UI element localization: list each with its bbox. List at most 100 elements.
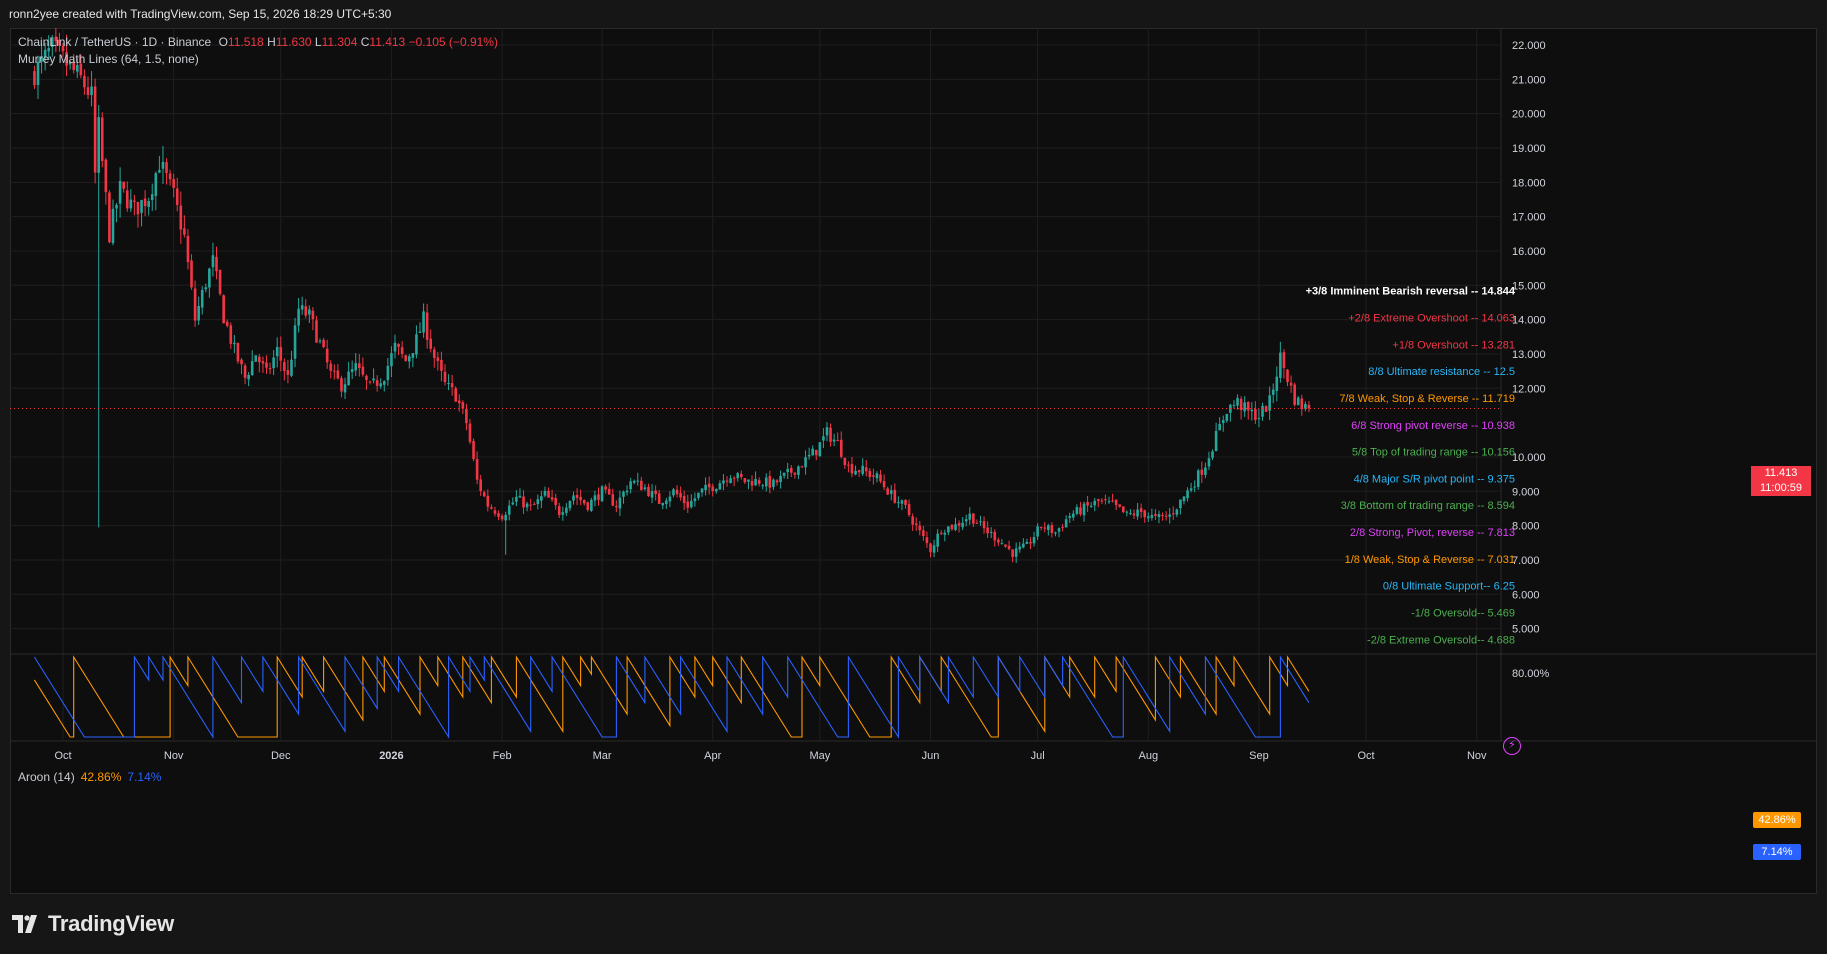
candle: [1257, 409, 1261, 428]
candle: [472, 438, 475, 462]
candle: [418, 322, 422, 334]
candle: [686, 494, 690, 513]
candle-body: [782, 472, 786, 476]
candle-body: [550, 497, 554, 500]
candle-body: [108, 192, 111, 243]
candle: [254, 355, 258, 362]
candle: [986, 521, 989, 539]
candle: [1086, 495, 1089, 513]
candle: [354, 353, 358, 376]
candle-body: [861, 465, 864, 474]
candle: [500, 513, 504, 522]
candle-body: [72, 61, 76, 71]
candle-body: [672, 489, 675, 496]
candle-body: [90, 86, 93, 96]
candle: [158, 155, 161, 174]
candle-body: [586, 502, 590, 510]
candle-body: [297, 308, 300, 326]
candle-body: [33, 71, 36, 86]
candle-body: [793, 472, 797, 475]
candle-body: [922, 530, 925, 537]
candle-body: [772, 479, 775, 488]
price-axis-tick: 15.000: [1512, 280, 1546, 292]
candle: [854, 465, 857, 476]
candle-body: [511, 502, 515, 505]
candle: [1143, 509, 1147, 523]
candle-body: [747, 479, 750, 482]
candle-body: [822, 436, 825, 441]
candle-body: [893, 489, 897, 503]
last-price-badge: 11.413 11:00:59: [1751, 466, 1811, 496]
candle: [404, 354, 408, 362]
candle: [36, 55, 40, 99]
candle-body: [236, 343, 240, 362]
candle-body: [668, 496, 672, 502]
candle: [1014, 542, 1018, 563]
candle-body: [543, 491, 547, 496]
candle-body: [1211, 451, 1214, 458]
candle-body: [179, 205, 183, 230]
candle: [818, 442, 822, 457]
candle: [318, 338, 322, 344]
candle-body: [1236, 397, 1239, 406]
candle: [1196, 468, 1200, 490]
candle: [1304, 401, 1307, 412]
symbol-title[interactable]: ChainLink / TetherUS · 1D · Binance: [18, 35, 212, 49]
candle: [407, 354, 411, 369]
aroon-legend[interactable]: Aroon (14) 42.86% 7.14%: [18, 770, 161, 784]
candle-body: [1018, 546, 1022, 550]
low-value: 11.304: [321, 35, 358, 49]
candle-body: [443, 371, 447, 383]
candle: [229, 322, 233, 350]
candle-body: [868, 470, 872, 477]
candle-body: [261, 361, 265, 364]
candle-body: [354, 363, 358, 371]
candle-body: [1204, 467, 1207, 475]
candle: [711, 483, 715, 497]
candle-body: [43, 49, 47, 58]
candle: [875, 471, 879, 483]
candle: [789, 464, 793, 478]
candle-body: [843, 457, 847, 466]
candle: [1132, 509, 1136, 520]
candle-body: [468, 423, 472, 442]
candle-body: [786, 468, 790, 473]
candle: [1175, 508, 1179, 518]
candle-body: [875, 473, 879, 479]
candle-body: [1175, 509, 1179, 515]
candle: [65, 34, 68, 76]
candle-body: [58, 39, 61, 46]
tradingview-logo[interactable]: TradingView: [12, 911, 174, 936]
candle: [122, 181, 125, 193]
candle: [661, 502, 665, 510]
lightning-icon[interactable]: ⚡: [1503, 737, 1521, 755]
candle: [1214, 422, 1218, 452]
candle: [811, 445, 814, 456]
murrey-level-label: +1/8 Overshoot -- 13.281: [1392, 339, 1515, 351]
candle-body: [572, 495, 575, 501]
candle-body: [700, 488, 704, 493]
indicator-legend[interactable]: Murrey Math Lines (64, 1.5, none): [18, 52, 199, 66]
candle-body: [457, 400, 461, 404]
candle: [615, 500, 618, 513]
candle-body: [1125, 511, 1129, 513]
candle: [550, 489, 554, 502]
aroon-up-line: [33, 655, 1310, 738]
chart-canvas[interactable]: 22.000 21.000 20.000 19.000 18.000 17.000 16.0…: [10, 28, 1817, 894]
candle-body: [525, 503, 529, 508]
candle: [1104, 494, 1107, 505]
candle-body: [568, 500, 572, 509]
candle: [650, 484, 654, 504]
candle: [61, 43, 65, 57]
candle: [954, 517, 957, 532]
candle-body: [950, 524, 954, 530]
candle: [200, 286, 204, 315]
candle: [111, 199, 115, 246]
symbol-legend[interactable]: ChainLink / TetherUS · 1D · Binance O11.…: [18, 35, 498, 49]
candle-body: [204, 287, 208, 290]
candle-body: [993, 531, 997, 541]
candle-body: [775, 480, 779, 483]
candle: [1000, 538, 1004, 545]
candle-body: [215, 256, 218, 272]
candle: [1057, 527, 1061, 538]
